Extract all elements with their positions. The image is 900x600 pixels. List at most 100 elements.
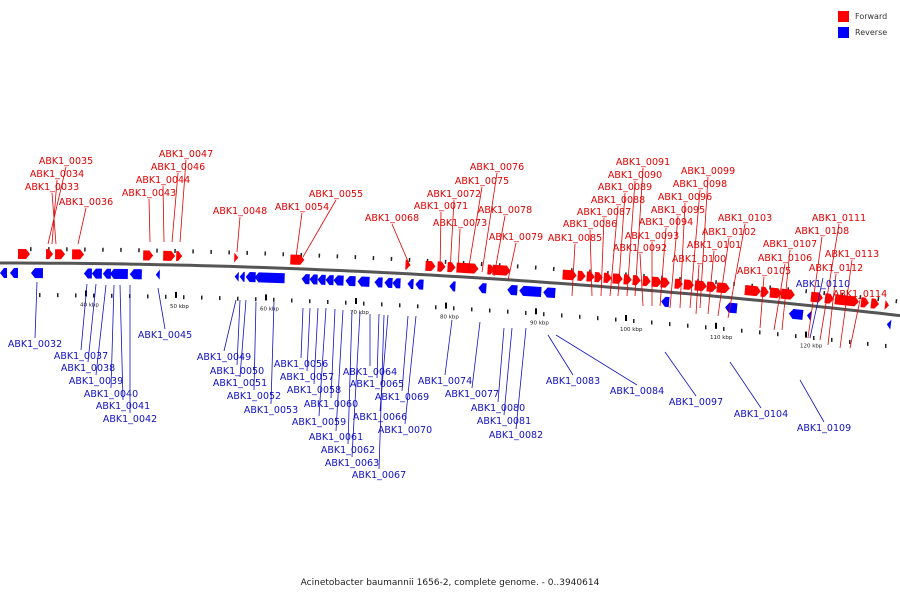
tick-mark	[849, 339, 851, 344]
gene-leader-line	[507, 242, 517, 281]
tick-mark	[345, 300, 347, 305]
gene-label: ABK1_0032	[8, 339, 62, 350]
scale-label: 100 kbp	[620, 327, 643, 333]
gene-leader-line	[729, 361, 762, 409]
forward-gene	[46, 249, 54, 260]
gene-label: ABK1_0062	[321, 445, 375, 456]
forward-gene	[603, 272, 612, 283]
reverse-gene	[254, 272, 285, 284]
reverse-gene	[102, 268, 111, 279]
tick-mark	[210, 249, 212, 254]
gene-label: ABK1_0068	[365, 213, 419, 224]
forward-gene	[586, 271, 595, 282]
scale-tick	[715, 322, 717, 329]
reverse-gene	[30, 268, 43, 279]
tick-mark	[282, 252, 285, 257]
gene-leader-line	[827, 273, 837, 346]
forward-gene	[562, 269, 577, 281]
gene-leader-line	[555, 334, 638, 386]
forward-gene	[143, 250, 154, 261]
gene-leader-line	[664, 351, 697, 397]
reverse-gene	[345, 275, 356, 287]
gene-leader-line	[318, 307, 327, 417]
tick-mark	[264, 251, 267, 256]
scale-tick	[535, 308, 537, 315]
gene-label: ABK1_0112	[809, 263, 863, 274]
gene-leader-line	[148, 198, 151, 243]
forward-gene	[683, 279, 694, 290]
gene-leader-line	[236, 299, 241, 366]
reverse-gene	[507, 285, 518, 296]
gene-label: ABK1_0111	[812, 213, 866, 224]
scale-tick	[625, 315, 627, 321]
forward-gene	[632, 275, 641, 286]
tick-mark	[723, 327, 725, 331]
gene-leader-line	[330, 308, 336, 399]
tick-mark	[372, 256, 375, 261]
reverse-gene	[725, 302, 738, 314]
reverse-gene	[239, 271, 245, 282]
tick-mark	[318, 253, 321, 258]
legend-reverse: Reverse	[838, 24, 887, 40]
gene-leader-line	[223, 299, 237, 352]
tick-mark	[579, 314, 581, 319]
gene-label: ABK1_0082	[489, 430, 543, 441]
gene-label: ABK1_0046	[151, 162, 205, 173]
tick-mark	[39, 293, 41, 298]
gene-label: ABK1_0113	[825, 249, 879, 260]
tick-mark	[66, 247, 68, 252]
gene-leader-line	[503, 327, 513, 416]
tick-mark	[30, 247, 32, 252]
gene-label: ABK1_0090	[608, 170, 662, 181]
reverse-gene	[449, 281, 456, 292]
gene-label: ABK1_0102	[702, 227, 756, 238]
forward-gene	[706, 281, 717, 292]
gene-label: ABK1_0058	[287, 385, 341, 396]
gene-leader-line	[300, 307, 304, 359]
gene-label: ABK1_0108	[795, 226, 849, 237]
forward-gene	[447, 262, 456, 273]
gene-label: ABK1_0104	[734, 409, 788, 420]
forward-gene	[405, 259, 411, 270]
forward-gene	[824, 293, 834, 304]
gene-label: ABK1_0092	[613, 243, 667, 254]
gene-leader-line	[162, 185, 165, 243]
gene-leader-line	[571, 243, 576, 297]
tick-mark	[57, 293, 59, 298]
tick-mark	[120, 247, 122, 252]
tick-mark	[84, 247, 86, 252]
gene-leader-line	[699, 176, 709, 309]
gene-leader-line	[481, 172, 498, 273]
gene-leader-line	[759, 276, 765, 329]
gene-label: ABK1_0086	[563, 219, 617, 230]
gene-label: ABK1_0109	[797, 423, 851, 434]
tick-mark	[480, 262, 483, 267]
gene-leader-line	[467, 186, 483, 273]
gene-label: ABK1_0084	[610, 386, 664, 397]
gene-leader-line	[335, 309, 344, 432]
forward-gene	[425, 260, 436, 272]
gene-leader-line	[351, 311, 361, 458]
gene-leader-line	[600, 217, 605, 297]
gene-leader-line	[781, 249, 791, 331]
gene-label: ABK1_0033	[25, 182, 79, 193]
forward-gene	[72, 249, 85, 260]
gene-label: ABK1_0040	[84, 389, 138, 400]
gene-label: ABK1_0065	[350, 379, 404, 390]
reverse-gene	[519, 285, 542, 298]
gene-label: ABK1_0097	[669, 397, 723, 408]
tick-mark	[823, 290, 826, 296]
gene-label: ABK1_0100	[672, 254, 726, 265]
tick-mark	[561, 313, 563, 318]
forward-gene	[623, 274, 632, 285]
gene-label: ABK1_0042	[103, 414, 157, 425]
forward-gene	[234, 252, 239, 263]
tick-mark	[138, 248, 140, 253]
gene-leader-line	[639, 253, 644, 307]
tick-mark	[805, 289, 808, 294]
tick-mark	[705, 325, 707, 330]
gene-leader-line	[347, 310, 353, 445]
tick-mark	[777, 332, 779, 337]
gene-leader-line	[302, 199, 337, 258]
